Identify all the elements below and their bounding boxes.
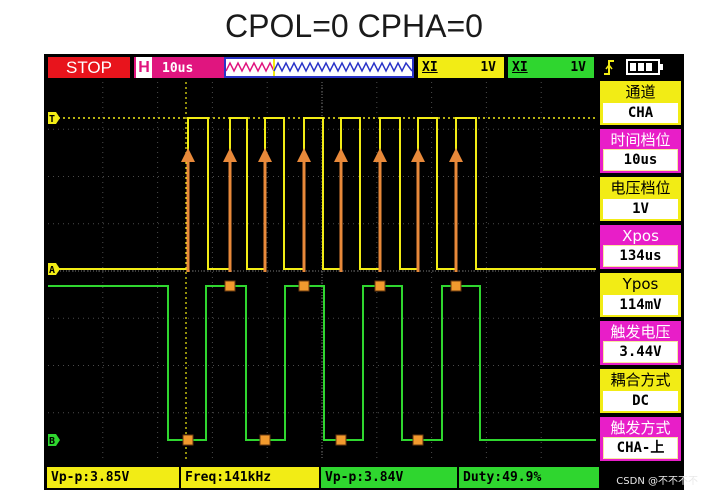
rising-edge-arrow [258, 148, 272, 272]
watermark: CSDN @不不不不 [616, 476, 698, 487]
ch2-scale[interactable]: XI 1V [508, 57, 594, 78]
ch1-volts: 1V [480, 60, 496, 75]
waveform-overview[interactable] [224, 57, 414, 78]
rising-edge-arrow [223, 148, 237, 272]
ch1-vpp: Vp-p:3.85V [47, 467, 179, 488]
sample-marker [374, 280, 386, 292]
trigger-marker: T [48, 112, 60, 125]
menu-item-value: 1V [603, 199, 678, 219]
sample-marker [259, 434, 271, 446]
menu-item-label: 触发电压 [610, 323, 671, 341]
page-title: CPOL=0 CPHA=0 [225, 8, 483, 44]
svg-text:A: A [49, 265, 55, 276]
battery-icon [626, 59, 663, 75]
stop-button[interactable]: STOP [48, 57, 130, 78]
side-menu: 通道 CHA 时间档位 10us 电压档位 1V Xpos 134us Ypos 114mV 触发电… [599, 80, 684, 464]
menu-item-trigger-level[interactable]: 触发电压 3.44V [599, 320, 682, 366]
waveform-overview-icon [225, 59, 413, 76]
menu-item-label: Ypos [622, 275, 659, 293]
sample-marker [224, 280, 236, 292]
svg-text:T: T [49, 114, 55, 125]
h-letter: H [136, 57, 152, 78]
rising-edge-arrow [297, 148, 311, 272]
menu-item-channel[interactable]: 通道 CHA [599, 80, 682, 126]
waveform-plot[interactable]: T A B [48, 82, 596, 460]
sample-marker [298, 280, 310, 292]
menu-item-time-scale[interactable]: 时间档位 10us [599, 128, 682, 174]
menu-item-value: CHA [603, 103, 678, 123]
ch2-volts: 1V [570, 60, 586, 75]
ch2-duty: Duty:49.9% [459, 467, 599, 488]
menu-item-xpos[interactable]: Xpos 134us [599, 224, 682, 270]
menu-item-value: CHA-上 [603, 437, 678, 459]
sample-marker [335, 434, 347, 446]
ch1-freq: Freq:141kHz [181, 467, 319, 488]
rising-edge-arrow [449, 148, 463, 272]
menu-item-value: 3.44V [603, 341, 678, 363]
timebase-indicator[interactable]: H 10us [134, 57, 226, 78]
rising-edge-arrow [411, 148, 425, 272]
menu-item-value: 114mV [603, 295, 678, 315]
clock-trace [48, 117, 596, 270]
menu-item-coupling[interactable]: 耦合方式 DC [599, 368, 682, 414]
ch-b-marker: B [48, 434, 60, 447]
menu-item-label: 通道 [625, 83, 656, 101]
menu-item-ypos[interactable]: Ypos 114mV [599, 272, 682, 318]
menu-item-trigger-mode[interactable]: 触发方式 CHA-上 [599, 416, 682, 462]
sample-marker [412, 434, 424, 446]
menu-item-value: DC [603, 391, 678, 411]
sample-marker [450, 280, 462, 292]
rising-edge-arrow [334, 148, 348, 272]
rising-edge-icon[interactable] [602, 57, 616, 78]
menu-item-label: 耦合方式 [610, 371, 671, 389]
svg-text:B: B [49, 436, 55, 447]
menu-item-value: 10us [603, 149, 678, 171]
ch1-coupling: XI [422, 60, 438, 75]
menu-item-label: 时间档位 [610, 131, 671, 149]
menu-item-label: 触发方式 [610, 419, 671, 437]
menu-item-value: 134us [603, 245, 678, 267]
rising-edge-arrow [373, 148, 387, 272]
timebase-value: 10us [162, 61, 194, 76]
data-trace [48, 285, 596, 441]
rising-edge-arrow [181, 148, 195, 272]
measurement-bar: Vp-p:3.85V Freq:141kHz Vp-p:3.84V Duty:4… [44, 464, 684, 490]
menu-item-label: Xpos [622, 227, 659, 245]
menu-item-volt-scale[interactable]: 电压档位 1V [599, 176, 682, 222]
sample-marker [182, 434, 194, 446]
ch-a-marker: A [48, 263, 60, 276]
ch1-scale[interactable]: XI 1V [418, 57, 504, 78]
ch2-coupling: XI [512, 60, 528, 75]
menu-item-label: 电压档位 [610, 179, 671, 197]
ch2-vpp: Vp-p:3.84V [321, 467, 457, 488]
